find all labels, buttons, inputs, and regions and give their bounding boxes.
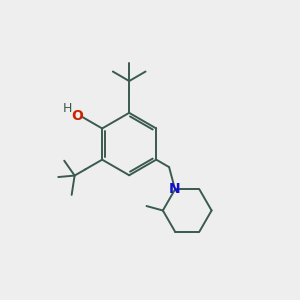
Text: H: H (63, 103, 72, 116)
Text: N: N (169, 182, 181, 197)
Text: O: O (72, 109, 83, 123)
